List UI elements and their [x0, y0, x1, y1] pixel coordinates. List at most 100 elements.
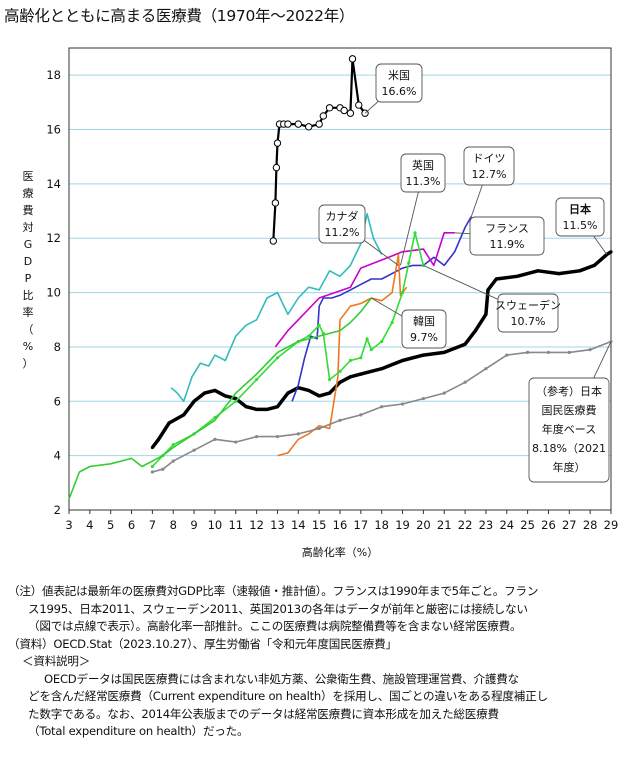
data-point [390, 320, 394, 325]
y-label-char: 医 [23, 170, 34, 183]
series-ドイツ [291, 216, 472, 402]
note-line: た数字である。なお、2014年公表版までのデータは経常医療費に資本形成を加えた総… [28, 706, 499, 721]
data-point [421, 353, 425, 357]
data-point [484, 367, 488, 371]
y-tick-label: 10 [46, 286, 61, 300]
callout-series-name: フランス [485, 222, 529, 235]
y-tick-label: 4 [54, 449, 61, 463]
x-tick-label: 20 [416, 518, 431, 532]
footnotes: （注）値表記は最新年の医療費対GDP比率（速報値・推計値）。フランスは1990年… [8, 583, 640, 741]
callout-text: （参考）日本 [536, 384, 602, 398]
x-tick-label: 29 [604, 518, 619, 532]
data-point [317, 323, 321, 327]
data-point [202, 391, 207, 395]
callout-text: 8.18%（2021 [532, 442, 606, 455]
callout-box [400, 153, 446, 193]
x-tick-label: 27 [562, 518, 577, 532]
y-label-char: 療 [23, 186, 34, 200]
data-point [359, 356, 363, 360]
data-point [348, 358, 353, 363]
x-tick-label: 3 [65, 518, 72, 532]
note-line: どを含んだ経常医療費（Current expenditure on health… [28, 689, 548, 703]
callout-box [497, 293, 559, 333]
data-point [442, 350, 446, 354]
data-point [486, 288, 490, 292]
callout-カナダ: カナダ 11.2% [318, 204, 399, 266]
x-axis: 3 4 5 6 7 8 9 10 11 12 13 14 15 16 17 18 19 20 21 22 23 24 25 2… [65, 510, 618, 532]
x-tick-label: 9 [190, 518, 197, 532]
data-point [380, 367, 384, 371]
x-tick-label: 12 [249, 518, 264, 532]
data-point [348, 55, 357, 63]
data-point [400, 358, 405, 363]
y-label-char: 対 [23, 220, 34, 234]
y-label-char: 費 [23, 203, 34, 217]
data-point [325, 104, 334, 112]
callout-value: 11.5% [563, 219, 598, 232]
callouts: 米国 16.6% 日本 11.5% ドイツ 12.7% フランス 11.9% 英国 11.3% カナ… [318, 63, 612, 483]
callout-text: 年度） [553, 460, 586, 474]
callout-英国: 英国 11.3% [400, 153, 446, 266]
callout-フランス: フランス 11.9% [454, 216, 545, 256]
data-point [294, 120, 303, 128]
y-tick-label: 2 [54, 503, 61, 517]
callout-ドイツ: ドイツ 12.7% [463, 146, 515, 217]
data-point [275, 435, 280, 439]
x-tick-label: 15 [312, 518, 327, 532]
source-line: （資料）OECD.Stat（2023.10.27）、厚生労働省「令和元年度国民医… [8, 636, 397, 651]
data-point [348, 375, 353, 379]
data-point [182, 413, 186, 417]
series-layer [68, 55, 613, 500]
data-point [380, 405, 384, 409]
data-point [150, 445, 154, 450]
data-point [546, 350, 551, 354]
note-line: （注）値表記は最新年の医療費対GDP比率（速報値・推計値）。フランスは1990年… [8, 584, 539, 598]
data-point [327, 377, 332, 382]
y-label-char: （ [23, 323, 34, 336]
series-line [152, 340, 612, 473]
callout-value: 11.9% [490, 238, 525, 251]
x-tick-label: 19 [395, 518, 410, 532]
callout-box [463, 146, 515, 186]
data-point [213, 437, 217, 441]
x-tick-label: 13 [270, 518, 285, 532]
data-point [578, 269, 582, 273]
data-point [275, 405, 280, 409]
x-tick-label: 26 [541, 518, 556, 532]
callout-日本: 日本 11.5% [555, 197, 608, 255]
data-point [307, 334, 311, 338]
y-tick-label: 14 [46, 177, 61, 191]
data-point [213, 388, 217, 393]
callout-韓国: 韓国 9.7% [371, 297, 447, 349]
x-tick-label: 24 [499, 518, 514, 532]
data-point [234, 440, 238, 444]
data-point [244, 405, 248, 409]
data-point [271, 199, 280, 207]
data-point [421, 396, 425, 401]
callout-value: 11.2% [325, 226, 360, 239]
note-line: ス1995、日本2011、スウェーデン2011、英国2013の各年はデータが前年… [28, 601, 528, 616]
data-point [400, 290, 405, 295]
series-韓国 [68, 297, 372, 500]
x-tick-label: 7 [149, 518, 156, 532]
data-point [380, 339, 384, 344]
y-tick-label: 16 [46, 123, 61, 137]
callout-series-name: スウェーデン [495, 298, 561, 312]
callout-text: 国民医療費 [542, 403, 597, 417]
data-point [255, 435, 259, 439]
series-line [170, 213, 383, 403]
data-point [413, 231, 417, 235]
data-point [265, 407, 269, 412]
x-tick-label: 25 [520, 518, 535, 532]
data-point [269, 237, 277, 245]
series-line [291, 216, 472, 402]
note-heading: ＜資料説明＞ [22, 654, 91, 668]
series-英国 [277, 253, 408, 457]
y-label-char: ） [23, 357, 34, 370]
series-line [272, 57, 366, 242]
data-point [171, 443, 175, 447]
callout-box [318, 204, 366, 244]
x-tick-label: 14 [291, 518, 306, 532]
data-point [340, 106, 348, 115]
